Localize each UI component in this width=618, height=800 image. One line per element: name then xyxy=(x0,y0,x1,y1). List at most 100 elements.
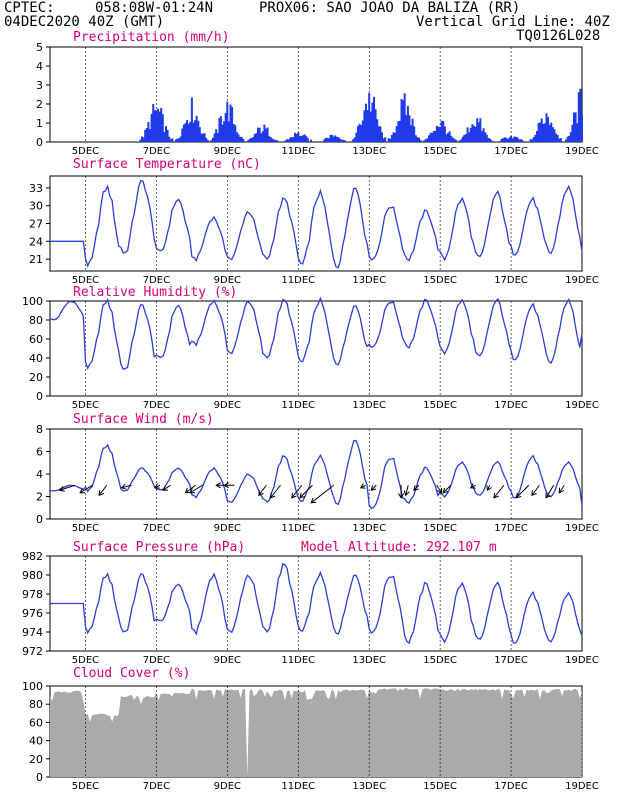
wind-vector xyxy=(545,484,555,499)
wind-vector-head xyxy=(515,492,522,499)
precipitation-bar xyxy=(232,124,235,142)
precipitation-bar xyxy=(286,139,289,142)
wind-vector xyxy=(405,485,409,496)
humidity-x-tick-label: 5DEC xyxy=(72,400,99,411)
wind-vector xyxy=(442,484,452,494)
cloud-cover-y-tick-label: 80 xyxy=(29,698,43,711)
precipitation-bar xyxy=(418,137,420,142)
wind-vector-head xyxy=(269,492,276,499)
precipitation-bar xyxy=(224,113,227,142)
cloud-cover-y-tick-label: 100 xyxy=(22,680,43,693)
humidity-x-tick-label: 19DEC xyxy=(565,400,599,411)
precipitation-bar xyxy=(576,123,579,142)
precipitation-bar xyxy=(358,123,361,142)
precipitation-bar xyxy=(240,136,243,142)
precipitation-bar xyxy=(477,122,480,142)
cloud-cover-x-tick-label: 17DEC xyxy=(494,781,528,792)
precipitation-bar xyxy=(215,129,218,142)
precipitation-bar xyxy=(445,134,448,142)
precipitation-bar xyxy=(327,138,330,142)
precipitation-bar xyxy=(169,139,172,142)
precipitation-bar xyxy=(521,139,524,142)
wind-vector xyxy=(121,484,132,489)
precipitation-bar xyxy=(414,135,417,142)
wind-vector-head xyxy=(58,486,65,492)
precipitation-bar xyxy=(190,97,193,142)
precipitation-bar xyxy=(300,136,303,142)
precipitation-bar xyxy=(176,138,179,142)
precipitation-bar xyxy=(468,132,471,142)
precipitation-bar xyxy=(510,135,513,142)
pressure-x-tick-label: 9DEC xyxy=(214,655,241,666)
precipitation-bar xyxy=(516,137,519,142)
precipitation-bar xyxy=(434,130,437,142)
precipitation-frame xyxy=(49,46,583,143)
precipitation-bar xyxy=(377,126,380,142)
precipitation-bar xyxy=(518,139,520,142)
wind-vector-head xyxy=(493,492,499,499)
precipitation-bar xyxy=(435,125,438,142)
cloud-cover-x-tick-label: 5DEC xyxy=(72,781,99,792)
precipitation-bar xyxy=(297,132,300,142)
wind-vector xyxy=(515,484,530,499)
temperature-frame xyxy=(49,175,583,272)
precipitation-bar xyxy=(298,135,301,142)
precipitation-bar xyxy=(203,133,206,142)
precipitation-bar xyxy=(428,135,430,142)
precipitation-bar xyxy=(451,137,454,142)
precipitation-bar xyxy=(195,115,198,142)
precipitation-bar xyxy=(306,138,309,142)
pressure-x-tick-label: 17DEC xyxy=(494,655,528,666)
precipitation-bar xyxy=(249,138,251,142)
precipitation-bar xyxy=(342,139,345,142)
precipitation-bar xyxy=(453,138,456,142)
precipitation-y-tick-label: 1 xyxy=(36,117,43,130)
precipitation-bar xyxy=(305,136,308,142)
precipitation-bar xyxy=(326,137,329,142)
precipitation-bar xyxy=(574,112,577,142)
precipitation-bar xyxy=(394,132,397,142)
header-source: CPTEC: xyxy=(4,0,55,16)
precipitation-bar xyxy=(221,124,224,142)
temperature-x-tick-label: 5DEC xyxy=(72,275,99,286)
wind-vector xyxy=(291,484,303,499)
precipitation-bar xyxy=(353,137,356,142)
precipitation-bar xyxy=(284,140,287,142)
wind-y-tick-label: 4 xyxy=(36,468,43,481)
temperature-x-tick-label: 7DEC xyxy=(143,275,170,286)
precipitation-bar xyxy=(355,132,358,142)
precipitation-bar xyxy=(429,132,432,142)
precipitation-bar xyxy=(192,122,195,142)
precipitation-bar xyxy=(171,138,174,142)
pressure-y-tick-label: 978 xyxy=(22,588,43,601)
precipitation-bar xyxy=(331,134,334,142)
wind-vector-head xyxy=(359,483,366,489)
precipitation-bar xyxy=(202,133,204,142)
precipitation-bar xyxy=(403,93,406,142)
precipitation-bar xyxy=(227,121,230,142)
humidity-x-tick-label: 11DEC xyxy=(281,400,315,411)
precipitation-bar xyxy=(579,88,582,142)
precipitation-bar xyxy=(484,132,487,142)
precipitation-bar xyxy=(513,136,516,142)
precipitation-bar xyxy=(253,134,256,142)
precipitation-bar xyxy=(476,118,479,142)
precipitation-title: Precipitation (mm/h) xyxy=(73,30,230,45)
wind-vector-head xyxy=(258,490,264,497)
precipitation-bar xyxy=(292,137,295,142)
precipitation-bar xyxy=(550,122,553,142)
precipitation-bar xyxy=(335,136,338,142)
precipitation-bar xyxy=(257,127,259,142)
precipitation-bar xyxy=(229,104,232,142)
precipitation-bar xyxy=(506,139,509,142)
wind-vector xyxy=(531,484,540,496)
wind-vector-head xyxy=(154,483,160,489)
wind-vector xyxy=(558,484,565,494)
precipitation-bar xyxy=(274,139,277,142)
wind-vector-head xyxy=(398,493,405,499)
precipitation-bar xyxy=(155,110,158,142)
precipitation-bar xyxy=(181,128,184,142)
precipitation-bar xyxy=(406,105,409,142)
wind-vector-head xyxy=(370,485,377,492)
precipitation-y-tick-label: 5 xyxy=(36,41,43,54)
